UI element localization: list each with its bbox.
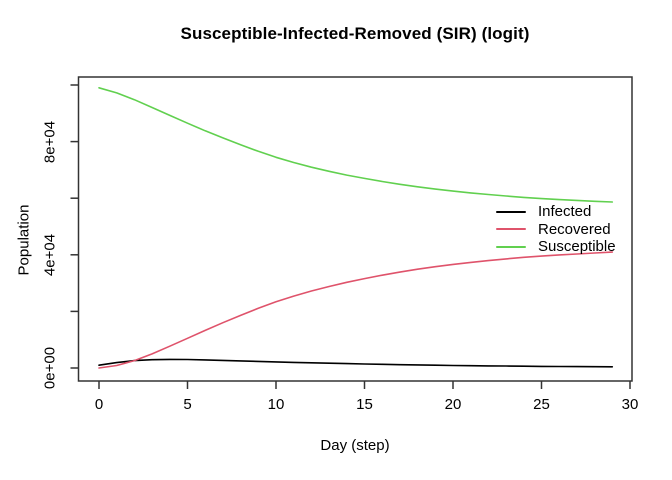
legend-line-recovered-icon <box>496 228 526 231</box>
series-line-susceptible <box>98 87 614 203</box>
y-tick-label-4e04: 4e+04 <box>41 233 59 276</box>
y-axis-label: Population <box>15 204 33 276</box>
y-tick-label-8e04: 8e+04 <box>41 120 59 163</box>
y-tick-label-0e00: 0e+00 <box>41 346 59 390</box>
series-line-infected <box>98 358 614 368</box>
legend-row-infected: Infected <box>496 203 616 221</box>
x-tick-label-0: 0 <box>94 396 104 413</box>
x-tick-label-5: 5 <box>183 396 192 413</box>
legend-row-susceptible: Susceptible <box>496 238 616 256</box>
x-tick-label-20: 20 <box>444 396 462 413</box>
legend: Infected Recovered Susceptible <box>496 203 616 256</box>
x-tick-label-25: 25 <box>533 396 550 413</box>
legend-line-susceptible-icon <box>496 245 526 248</box>
series-line-recovered <box>98 251 614 369</box>
plot-frame <box>77 76 633 382</box>
x-tick-label-10: 10 <box>267 396 285 413</box>
legend-label-recovered: Recovered <box>538 220 611 238</box>
legend-line-infected-icon <box>496 210 526 213</box>
legend-label-infected: Infected <box>538 203 592 221</box>
x-tick-label-15: 15 <box>356 396 373 413</box>
chart-title: Susceptible-Infected-Removed (SIR) (logi… <box>180 24 530 43</box>
legend-label-susceptible: Susceptible <box>538 238 616 256</box>
legend-row-recovered: Recovered <box>496 221 616 239</box>
x-axis-label: Day (step) <box>320 437 390 454</box>
x-tick-label-30: 30 <box>621 396 639 413</box>
